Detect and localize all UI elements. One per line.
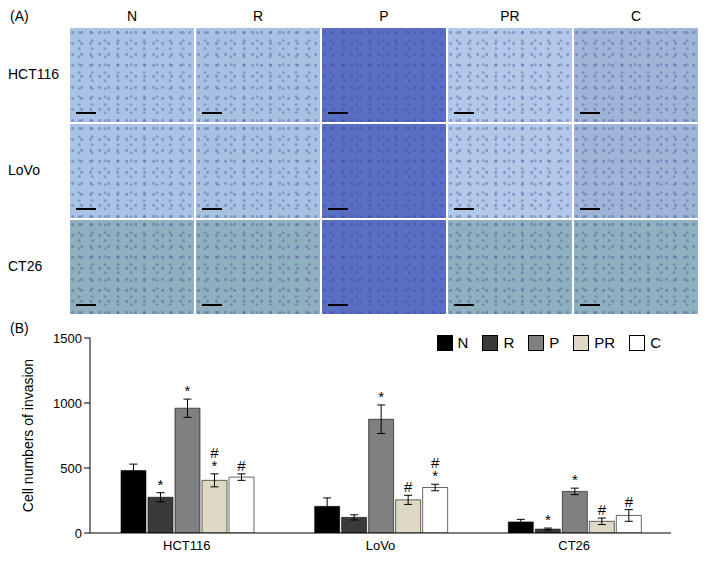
svg-text:#: # (237, 457, 246, 474)
svg-text:*: * (185, 382, 191, 399)
html-text:CT26: CT26 (8, 258, 43, 274)
html-text:R: R (252, 8, 264, 24)
html-text:R: R (503, 334, 515, 351)
html-text:N: N (457, 334, 469, 351)
html-text:PR: PR (500, 8, 520, 24)
svg-text:*: * (432, 467, 438, 484)
html-text:PR: PR (594, 334, 616, 351)
html-text:C: C (650, 334, 661, 351)
svg-text:1000: 1000 (53, 396, 82, 411)
svg-text:Cell numbers of invasion: Cell numbers of invasion (20, 359, 36, 512)
svg-text:*: * (545, 511, 551, 528)
svg-text:0: 0 (75, 526, 82, 541)
html-text:HCT116: HCT116 (8, 66, 60, 82)
html-text:C: C (630, 8, 642, 24)
html-text:(A): (A) (10, 8, 29, 24)
html-text:P: P (379, 8, 389, 24)
svg-text:#: # (598, 501, 607, 518)
svg-text:LoVo: LoVo (366, 538, 396, 553)
html-text:LoVo: LoVo (8, 162, 40, 178)
html-text:N: N (126, 8, 138, 24)
svg-text:CT26: CT26 (558, 538, 590, 553)
html-text:P: P (549, 334, 560, 351)
svg-text:*: * (158, 476, 164, 493)
svg-text:500: 500 (60, 461, 82, 476)
svg-text:*: * (378, 388, 384, 405)
html-text:(B): (B) (10, 320, 29, 336)
svg-text:HCT116: HCT116 (163, 538, 210, 553)
svg-text:1500: 1500 (53, 331, 82, 346)
svg-text:*: * (572, 471, 578, 488)
svg-text:#: # (404, 478, 413, 495)
svg-text:*: * (212, 457, 218, 474)
svg-text:#: # (625, 493, 634, 510)
